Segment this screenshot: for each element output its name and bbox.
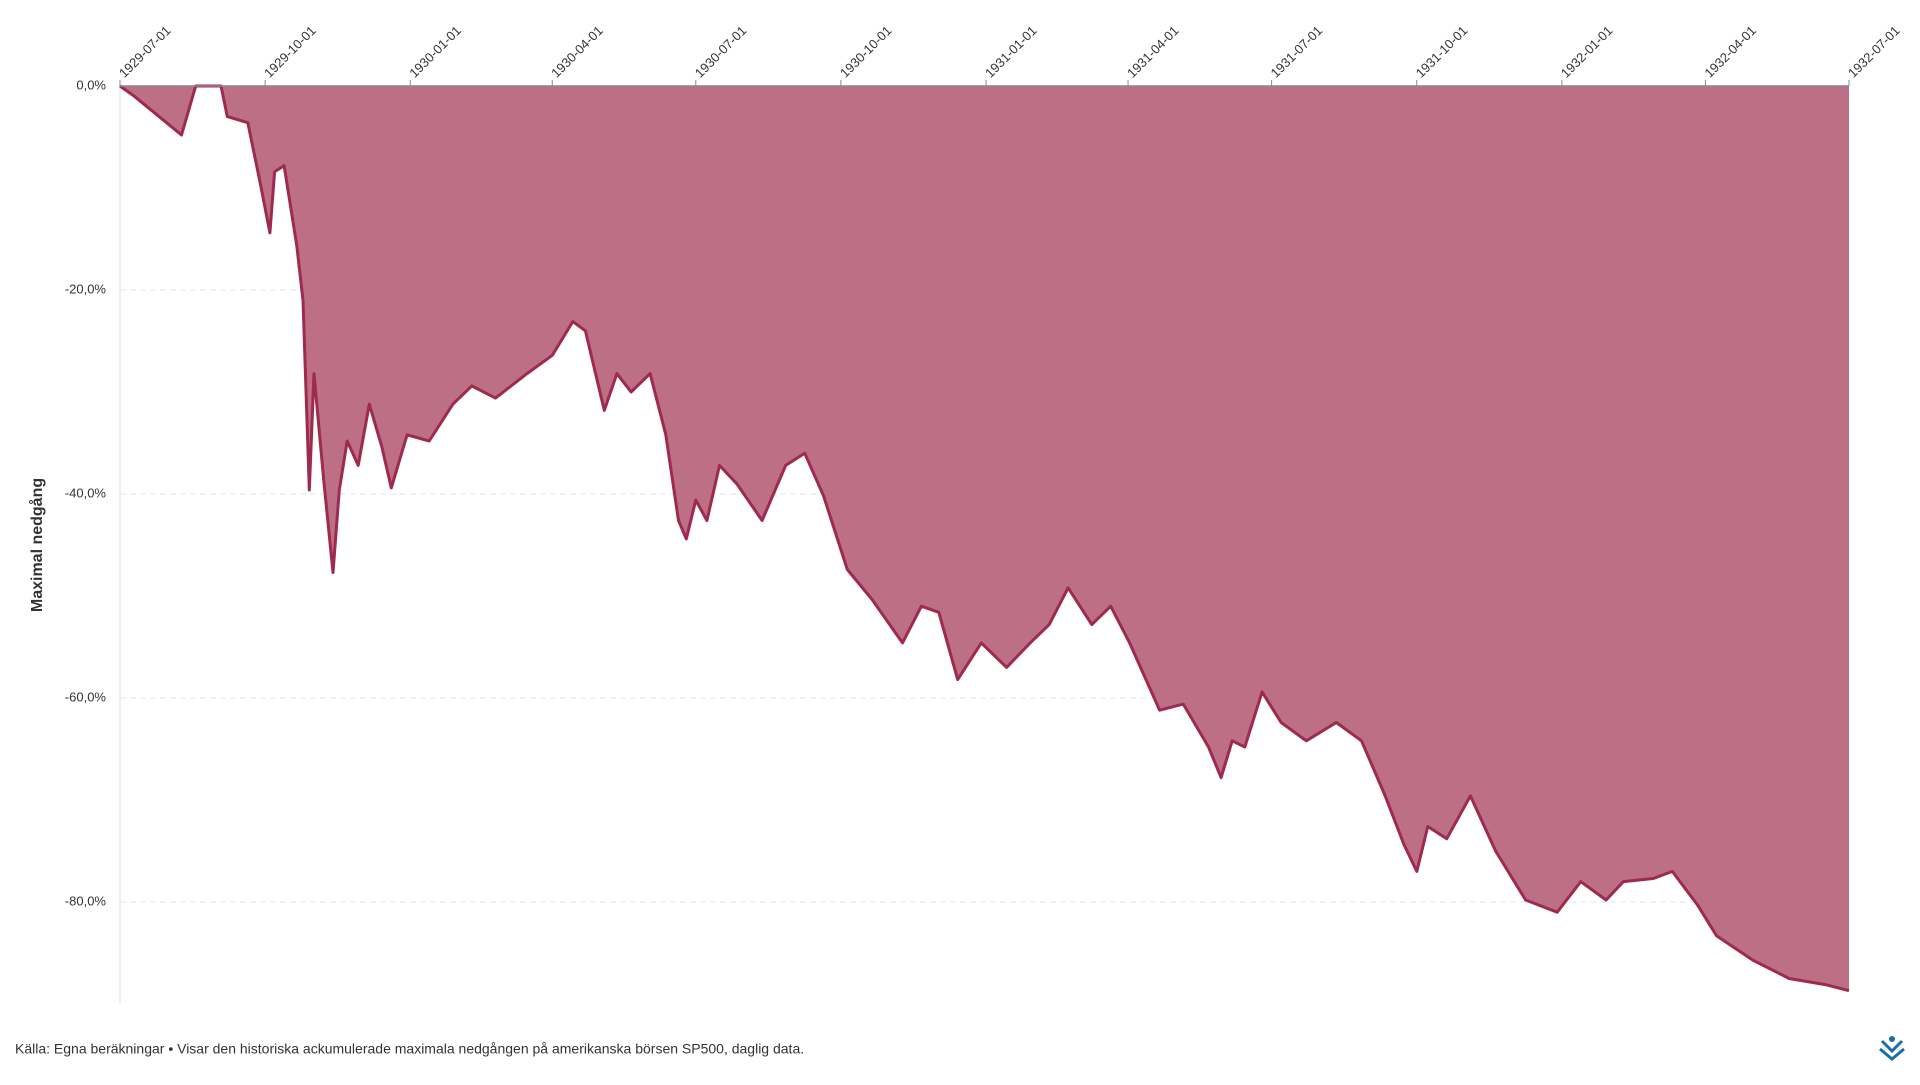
x-tick-label: 1929-07-01 xyxy=(116,23,174,81)
logo xyxy=(1879,1036,1905,1061)
y-tick-label: -60,0% xyxy=(65,689,107,704)
y-tick-label: 0,0% xyxy=(76,77,106,92)
area xyxy=(120,86,1849,991)
line xyxy=(119,84,1850,993)
x-tick-label: 1930-04-01 xyxy=(548,23,606,81)
source-note: Källa: Egna beräkningar • Visar den hist… xyxy=(15,1041,804,1057)
y-tick-label: -20,0% xyxy=(65,281,107,296)
x-tick-label: 1930-01-01 xyxy=(406,23,464,81)
x-tick-label: 1931-10-01 xyxy=(1413,23,1471,81)
y-tick-label: -40,0% xyxy=(65,485,107,500)
x-tick-label: 1931-07-01 xyxy=(1268,23,1326,81)
x-tick-label: 1930-07-01 xyxy=(692,23,750,81)
x-tick-label: 1932-01-01 xyxy=(1558,23,1616,81)
x-tick-label: 1932-07-01 xyxy=(1845,23,1903,81)
x-tick-label: 1931-01-01 xyxy=(982,23,1040,81)
x-tick-label: 1932-04-01 xyxy=(1701,23,1759,81)
y-axis-title: Maximal nedgång xyxy=(28,478,46,612)
x-tick-label: 1931-04-01 xyxy=(1124,23,1182,81)
x-tick-label: 1929-10-01 xyxy=(261,23,319,81)
x-tick-label: 1930-10-01 xyxy=(837,23,895,81)
y-tick-label: -80,0% xyxy=(65,893,107,908)
